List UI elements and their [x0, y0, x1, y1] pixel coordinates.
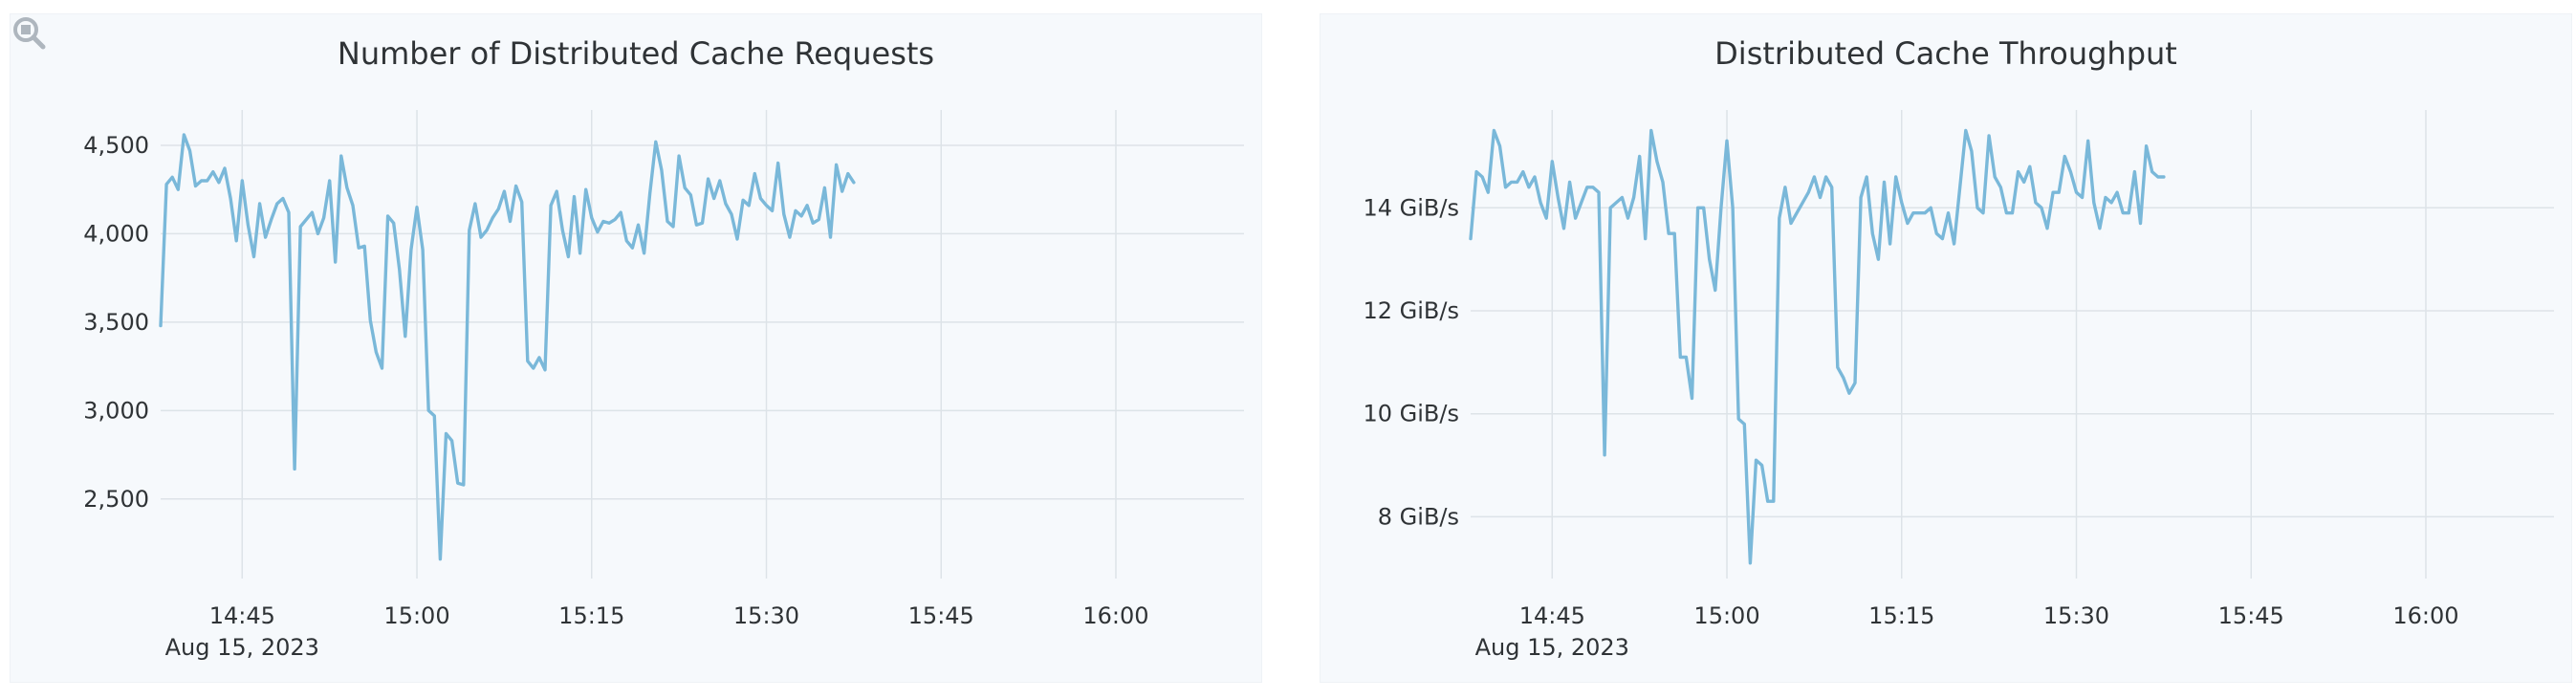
chart-panel-cache-requests: Number of Distributed Cache Requests 2,5… — [10, 13, 1262, 683]
x-tick-label: 15:30 — [733, 602, 799, 629]
y-tick-label: 3,500 — [83, 309, 149, 336]
chart-title: Number of Distributed Cache Requests — [337, 35, 935, 72]
x-tick-label: 15:45 — [2218, 602, 2284, 629]
chart-plot-area[interactable]: 2,500 3,000 3,500 4,000 4,500 14:45 15:00 15:15… — [11, 14, 1263, 684]
series-line[interactable] — [1469, 128, 2166, 565]
y-tick-label: 10 GiB/s — [1364, 401, 1460, 427]
magnifier-zoom-icon[interactable] — [11, 14, 49, 53]
x-date-label: Aug 15, 2023 — [1475, 634, 1629, 661]
y-tick-label: 2,500 — [83, 486, 149, 513]
x-tick-label: 15:45 — [908, 602, 974, 629]
y-tick-label: 4,000 — [83, 220, 149, 247]
x-tick-label: 15:15 — [1868, 602, 1934, 629]
chart-panel-cache-throughput: Distributed Cache Throughput 8 GiB/s 10 G… — [1320, 13, 2572, 683]
x-tick-label: 16:00 — [2392, 602, 2458, 629]
x-date-label: Aug 15, 2023 — [165, 634, 319, 661]
y-tick-label: 14 GiB/s — [1364, 194, 1460, 221]
x-tick-label: 15:15 — [558, 602, 624, 629]
chart-title: Distributed Cache Throughput — [1714, 35, 2177, 72]
y-tick-label: 12 GiB/s — [1364, 297, 1460, 324]
x-tick-label: 16:00 — [1082, 602, 1148, 629]
x-tick-label: 15:00 — [1693, 602, 1759, 629]
y-tick-label: 8 GiB/s — [1378, 503, 1459, 530]
x-tick-label: 14:45 — [1519, 602, 1585, 629]
series-line[interactable] — [159, 133, 856, 561]
y-tick-label: 4,500 — [83, 132, 149, 159]
x-tick-label: 15:30 — [2043, 602, 2109, 629]
chart-plot-area[interactable]: 8 GiB/s 10 GiB/s 12 GiB/s 14 GiB/s 14:45 15:0… — [1321, 14, 2573, 684]
y-tick-label: 3,000 — [83, 397, 149, 424]
x-tick-label: 15:00 — [383, 602, 449, 629]
x-tick-label: 14:45 — [209, 602, 275, 629]
